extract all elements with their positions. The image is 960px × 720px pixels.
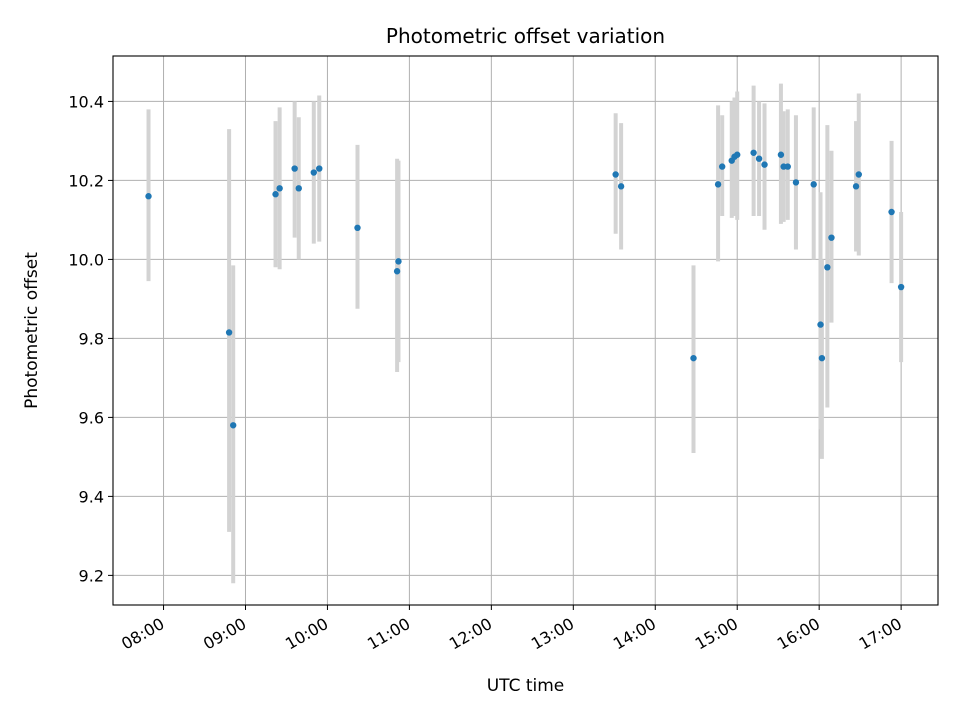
data-point [888, 208, 895, 216]
y-tick-label: 9.6 [79, 408, 104, 427]
data-point [276, 185, 283, 192]
data-point [792, 179, 800, 186]
data-point [617, 183, 625, 190]
data-point [272, 191, 279, 198]
grid [113, 56, 938, 605]
data-point [824, 264, 831, 271]
data-point [761, 161, 768, 168]
data-point [817, 321, 824, 328]
data-point [714, 181, 722, 188]
x-axis-title: UTC time [487, 676, 565, 696]
data-point [291, 165, 298, 172]
data-point [295, 185, 302, 192]
data-point [354, 224, 361, 232]
data-point [750, 149, 757, 156]
data-point [818, 354, 826, 362]
data-point [777, 151, 785, 158]
data-point [897, 283, 905, 291]
y-tick-label: 10.2 [68, 171, 104, 190]
data-point [755, 155, 763, 162]
data-point [855, 171, 862, 178]
data-point [718, 163, 726, 170]
data-point [225, 329, 233, 336]
data-point [852, 183, 860, 190]
y-tick-label: 10.4 [68, 92, 104, 111]
data-point [612, 171, 619, 178]
y-axis-ticks: 9.2 9.4 9.6 9.8 10.0 10.2 10.4 [68, 92, 113, 585]
y-tick-label: 10.0 [68, 250, 104, 269]
y-tick-label: 9.8 [79, 329, 104, 348]
data-point [310, 169, 317, 176]
data-point [229, 422, 237, 429]
data-point [828, 234, 835, 241]
data-point [690, 354, 697, 362]
data-point [395, 258, 402, 265]
plot-area-frame [112, 55, 939, 606]
data-point [810, 181, 817, 188]
data-points [145, 149, 905, 429]
chart-title: Photometric offset variation [386, 24, 665, 48]
y-tick-label: 9.4 [79, 487, 104, 506]
data-point [393, 268, 401, 275]
y-axis-title: Photometric offset [22, 252, 42, 409]
data-point [734, 151, 741, 158]
data-point [316, 165, 323, 172]
data-point [784, 163, 791, 170]
y-tick-label: 9.2 [79, 566, 104, 585]
data-point [145, 193, 152, 200]
